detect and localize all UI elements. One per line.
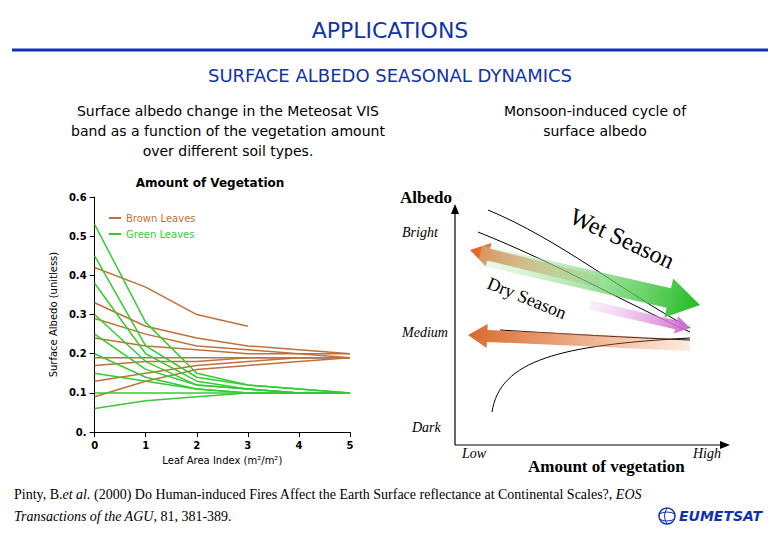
svg-text:5: 5 <box>347 440 354 451</box>
svg-text:Wet Season: Wet Season <box>566 203 679 274</box>
svg-text:Amount of vegetation: Amount of vegetation <box>528 457 685 476</box>
svg-text:Brown Leaves: Brown Leaves <box>126 213 196 224</box>
svg-text:surface albedo: surface albedo <box>543 123 647 139</box>
svg-text:0.: 0. <box>76 427 87 438</box>
svg-text:0: 0 <box>91 440 98 451</box>
svg-text:Transactions of the AGU, 81, 3: Transactions of the AGU, 81, 381-389. <box>14 509 232 524</box>
svg-text:Dark: Dark <box>411 420 442 435</box>
svg-text:EUMETSAT: EUMETSAT <box>679 508 764 524</box>
svg-text:APPLICATIONS: APPLICATIONS <box>312 18 469 43</box>
svg-text:High: High <box>692 446 721 461</box>
svg-text:Green Leaves: Green Leaves <box>126 229 194 240</box>
svg-text:Monsoon-induced cycle of: Monsoon-induced cycle of <box>504 103 687 119</box>
svg-text:Surface Albedo (unitless): Surface Albedo (unitless) <box>48 252 59 378</box>
svg-text:0.6: 0.6 <box>69 192 87 203</box>
svg-text:0.3: 0.3 <box>69 309 87 320</box>
svg-text:Low: Low <box>461 446 487 461</box>
svg-text:Amount of Vegetation: Amount of Vegetation <box>136 176 285 190</box>
svg-text:0.2: 0.2 <box>69 348 87 359</box>
svg-text:3: 3 <box>244 440 251 451</box>
svg-text:Surface albedo change in the M: Surface albedo change in the Meteosat VI… <box>77 103 379 119</box>
svg-text:0.1: 0.1 <box>69 387 87 398</box>
svg-text:Albedo: Albedo <box>400 188 452 207</box>
svg-text:Medium: Medium <box>401 325 448 340</box>
svg-text:0.4: 0.4 <box>69 270 87 281</box>
svg-text:0.5: 0.5 <box>69 231 87 242</box>
svg-text:over different soil types.: over different soil types. <box>143 143 314 159</box>
svg-text:Leaf Area Index (m²/m²): Leaf Area Index (m²/m²) <box>162 455 282 466</box>
svg-text:SURFACE ALBEDO SEASONAL DYNAMI: SURFACE ALBEDO SEASONAL DYNAMICS <box>208 65 572 86</box>
svg-text:4: 4 <box>295 440 302 451</box>
svg-text:Pinty, B.et al. (2000) Do Huma: Pinty, B.et al. (2000) Do Human-induced … <box>14 487 642 503</box>
svg-text:Bright: Bright <box>402 225 439 240</box>
svg-text:Dry Season: Dry Season <box>485 273 570 323</box>
svg-text:2: 2 <box>193 440 200 451</box>
svg-text:band as a function of the vege: band as a function of the vegetation amo… <box>71 123 385 139</box>
svg-text:1: 1 <box>142 440 149 451</box>
